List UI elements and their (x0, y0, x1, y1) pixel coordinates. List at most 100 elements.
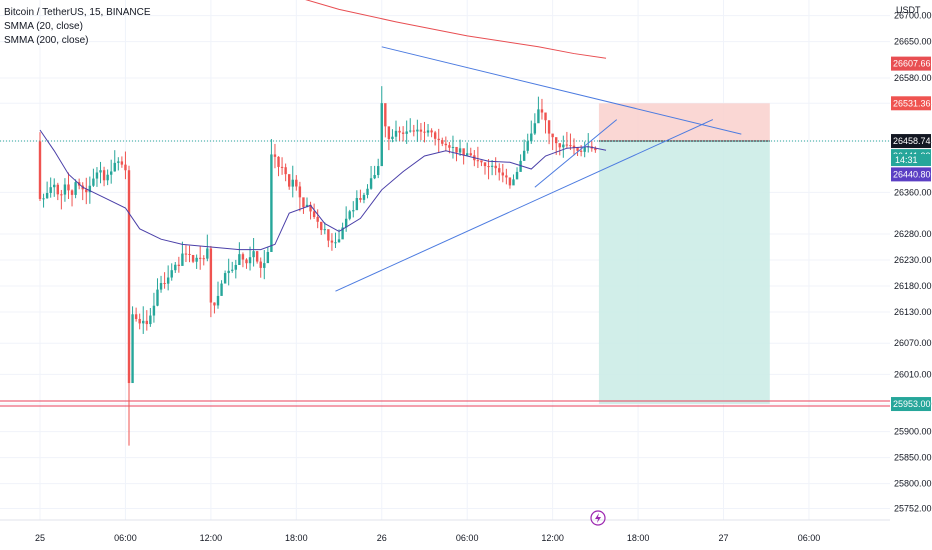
candle-body (255, 251, 259, 262)
y-tick-label: 26360.00 (894, 187, 932, 197)
candle-body (562, 144, 565, 148)
candle-body (569, 145, 572, 147)
candle-body (341, 227, 344, 240)
candle-body (49, 187, 52, 193)
lightning-icon (590, 510, 606, 526)
candle-body (145, 320, 148, 325)
candle-body (316, 216, 319, 222)
candle-body (373, 175, 376, 179)
candle-body (405, 131, 408, 134)
candle-body (166, 277, 170, 284)
candle-body (170, 270, 173, 278)
candle-body (259, 261, 262, 268)
candle-body (508, 177, 512, 186)
candle-body (387, 126, 391, 140)
candle-body (216, 295, 220, 306)
candle-body (280, 166, 284, 168)
candle-body (88, 185, 92, 193)
candle-body (451, 146, 455, 148)
candle-body (117, 161, 120, 163)
candle-body (547, 120, 551, 134)
candle-body (184, 253, 188, 255)
y-tick-label: 25752.00 (894, 504, 932, 514)
candle-body (273, 154, 277, 157)
candle-body (466, 153, 469, 156)
candle-body (174, 264, 177, 271)
price-tag-label: 26440.80 (893, 169, 931, 179)
candle-body (483, 162, 487, 167)
candle-body (401, 132, 405, 134)
candle-body (209, 248, 213, 303)
y-tick-label: 26700.00 (894, 11, 932, 21)
candle-body (149, 315, 152, 325)
candle-body (298, 186, 302, 198)
candle-body (320, 221, 323, 231)
candle-body (462, 148, 465, 156)
candle-body (515, 171, 519, 180)
candle-body (56, 184, 59, 195)
x-tick-label: 18:00 (627, 533, 650, 543)
price-tag-label: 26458.74 (893, 136, 931, 146)
candle-body (131, 314, 134, 384)
candle-body (231, 269, 234, 271)
candle-body (188, 253, 191, 255)
candle-body (177, 264, 181, 266)
x-tick-label: 27 (719, 533, 729, 543)
candle-body (327, 229, 330, 241)
candle-body (551, 133, 554, 138)
y-tick-label: 26070.00 (894, 338, 932, 348)
legend-symbol: Bitcoin / TetherUS, 15, BINANCE (4, 7, 151, 18)
candle-body (394, 130, 398, 137)
candle-body (334, 242, 337, 244)
x-tick-label: 12:00 (200, 533, 223, 543)
candle-body (426, 130, 430, 133)
candle-body (92, 178, 95, 186)
candle-body (348, 211, 351, 219)
trendline (534, 119, 618, 188)
candle-body (284, 167, 287, 175)
candle-body (366, 188, 369, 195)
candle-body (476, 160, 480, 162)
candle-body (227, 270, 230, 274)
candle-body (512, 179, 515, 186)
candle-body (544, 112, 547, 121)
candle-body (85, 189, 88, 193)
candle-body (134, 314, 138, 319)
candle-body (355, 198, 359, 211)
candle-body (430, 130, 433, 133)
candle-body (288, 174, 291, 187)
candle-body (106, 174, 109, 181)
countdown-label: 14:31 (895, 155, 918, 165)
price-tag (891, 167, 931, 182)
countdown-tag (891, 154, 931, 167)
candle-body (127, 170, 131, 384)
candle-body (45, 192, 49, 199)
candle-body (163, 283, 166, 285)
y-tick-label: 26280.00 (894, 229, 932, 239)
candle-body (359, 198, 362, 200)
candle-body (501, 172, 504, 176)
candle-body (238, 254, 241, 265)
candle-body (437, 138, 440, 141)
candle-body (576, 147, 579, 151)
candle-body (565, 144, 569, 146)
candle-body (377, 166, 380, 176)
candle-body (458, 148, 462, 153)
candle-body (558, 143, 561, 148)
x-tick-label: 25 (35, 533, 45, 543)
x-tick-label: 06:00 (456, 533, 479, 543)
candle-body (352, 210, 355, 212)
price-tag (891, 397, 931, 412)
y-tick-label: 26650.00 (894, 37, 932, 47)
candle-body (99, 170, 102, 173)
price-tag (891, 56, 931, 71)
candle-body (113, 162, 116, 172)
chart-legend: Bitcoin / TetherUS, 15, BINANCE SMMA (20… (4, 6, 151, 48)
candle-body (505, 175, 508, 178)
candle-body (530, 133, 533, 142)
price-axis (890, 0, 932, 550)
candle-body (398, 130, 401, 133)
candle-body (277, 156, 280, 167)
candle-body (213, 302, 216, 306)
